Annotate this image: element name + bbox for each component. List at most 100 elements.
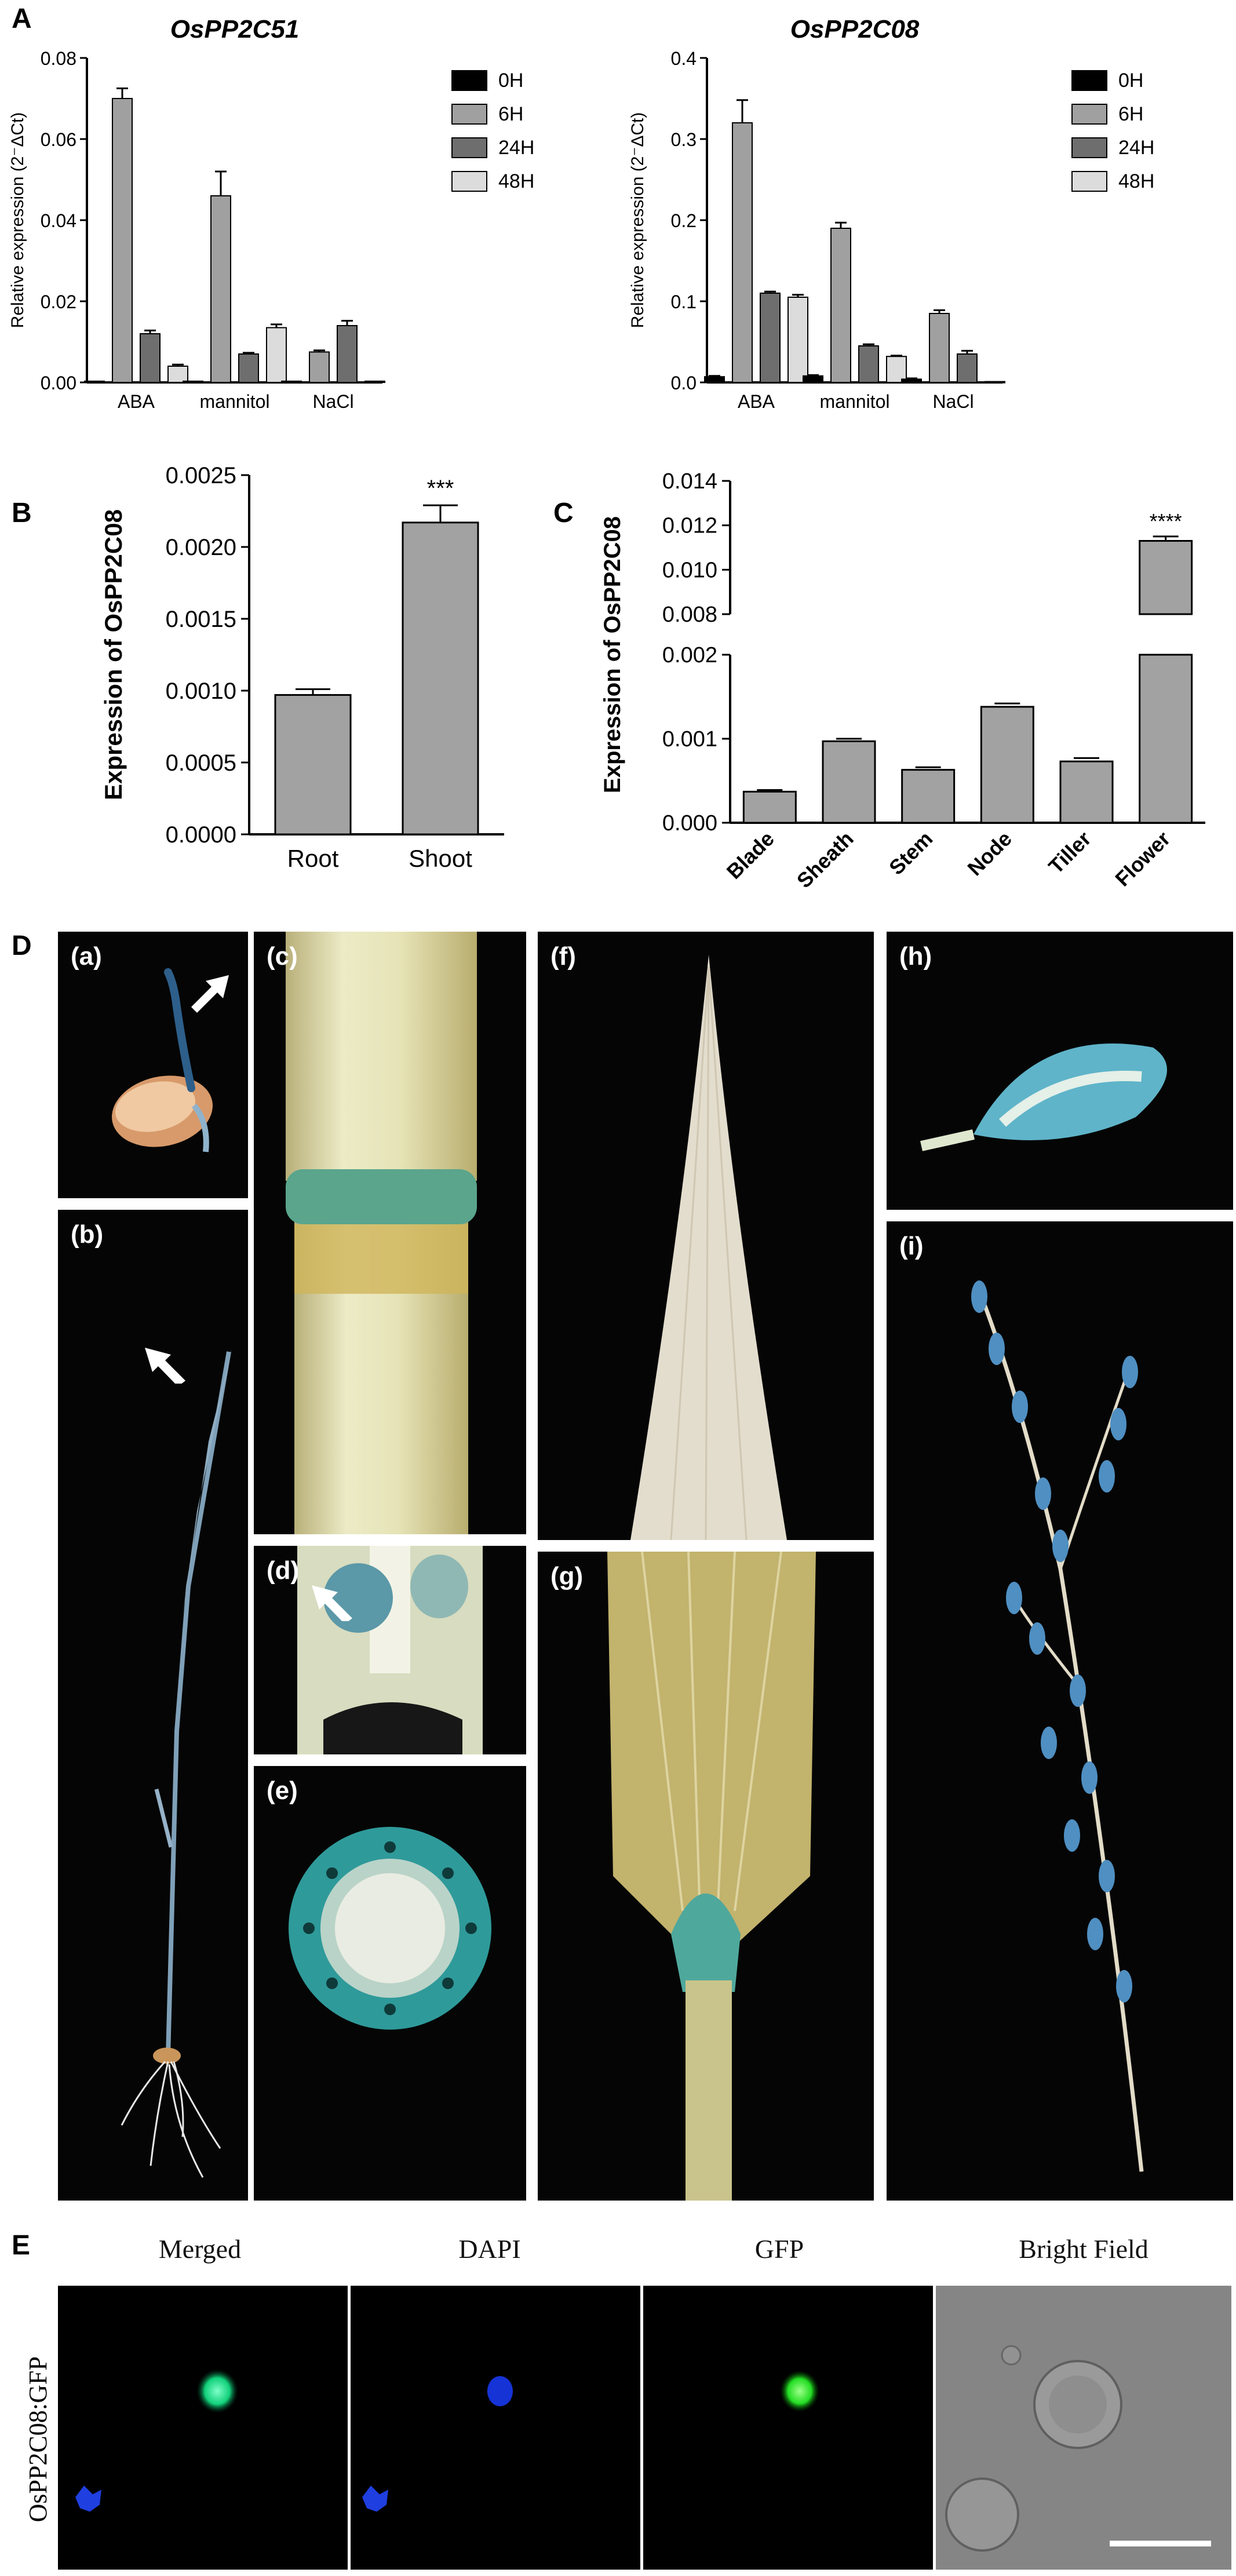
y-tick-label: 0.06 — [41, 129, 76, 150]
photo-label-g: (g) — [550, 1562, 584, 1590]
photo-label-i: (i) — [899, 1232, 924, 1260]
panel-label-d: D — [12, 931, 32, 961]
photo-label-b: (b) — [71, 1220, 104, 1249]
bar — [183, 380, 203, 384]
bar — [274, 694, 352, 835]
y-axis-label: Relative expression (2⁻ΔCt) — [628, 112, 647, 329]
bar — [167, 366, 188, 383]
x-tick-label: Stem — [884, 827, 937, 880]
legend-swatch — [451, 171, 487, 192]
column-title-merged: Merged — [158, 2234, 242, 2264]
bar — [84, 380, 105, 384]
y-axis-label: Expression of OsPP2C08 — [600, 516, 625, 793]
y-tick-label: 0.1 — [671, 291, 697, 312]
x-tick-label: Sheath — [792, 827, 858, 893]
row-label-ospp2c08-gfp: OsPP2C08:GFP — [24, 2356, 52, 2523]
photo-seedling: (b) — [58, 1210, 248, 2201]
chart-ospp2c08-expression: OsPP2C08 0.0 0.1 0.2 0.3 0.4 Relative expressi… — [628, 15, 1154, 412]
legend-label: 24H — [498, 137, 534, 159]
y-tick-label: 0.0 — [671, 373, 697, 393]
legend-swatch — [1071, 70, 1107, 91]
photo-leaf-blade: (f) — [538, 932, 874, 1540]
y-axis-label: Relative expression (2⁻ΔCt) — [8, 112, 27, 329]
x-tick-label: mannitol — [820, 391, 890, 412]
y-tick-label: 0.012 — [662, 514, 717, 538]
y-tick-label: 0.010 — [662, 558, 717, 582]
significance-label: *** — [427, 476, 454, 501]
panel-label-c: C — [553, 498, 574, 528]
significance-label: **** — [1150, 509, 1182, 533]
legend-label: 6H — [498, 103, 523, 125]
bar — [704, 376, 725, 384]
x-tick-label: mannitol — [200, 391, 270, 412]
y-tick-label: 0.0025 — [166, 463, 236, 488]
column-title-bright-field: Bright Field — [1019, 2234, 1149, 2264]
bar — [140, 333, 161, 383]
x-tick-label: Node — [962, 827, 1016, 881]
bar — [112, 98, 133, 383]
legend-label: 0H — [1118, 70, 1143, 92]
arrow-icon — [312, 1585, 352, 1621]
bar — [901, 378, 922, 384]
bar — [985, 381, 1005, 384]
chart-root-shoot-expression: 0.0000 0.0005 0.0010 0.0015 0.0020 0.0025 Expr… — [100, 463, 504, 872]
y-tick-label: 0.0020 — [166, 535, 236, 560]
x-tick-label: Root — [287, 845, 339, 872]
y-tick-label: 0.00 — [41, 373, 76, 393]
y-axis-label: Expression of OsPP2C08 — [100, 509, 127, 800]
y-tick-label: 0.0005 — [166, 750, 236, 776]
bar — [309, 351, 330, 383]
photo-leaf-sheath-junction: (g) — [538, 1552, 874, 2201]
bar — [822, 740, 876, 824]
panel-label-b: B — [12, 498, 32, 528]
y-tick-label: 0.008 — [662, 603, 717, 627]
bar — [803, 375, 823, 383]
bar — [901, 769, 956, 824]
photo-stem-node: (c) — [254, 932, 526, 1534]
legend-swatch — [451, 137, 487, 158]
chart-title: OsPP2C08 — [790, 15, 920, 43]
bar — [364, 380, 385, 384]
photo-label-e: (e) — [267, 1776, 298, 1805]
arrow-icon — [145, 1348, 185, 1384]
y-tick-label: 0.000 — [662, 811, 717, 835]
bar — [1059, 760, 1114, 824]
chart-tissue-expression: 0.008 0.010 0.012 0.014 0.000 0.001 0.002 Expre… — [600, 469, 1205, 893]
photo-label-a: (a) — [71, 942, 102, 970]
legend-swatch — [1071, 137, 1107, 158]
y-tick-label: 0.08 — [41, 48, 76, 69]
bar — [210, 195, 231, 383]
legend-label: 24H — [1118, 137, 1154, 159]
panel-label-a: A — [12, 3, 32, 34]
y-tick-label: 0.0000 — [166, 822, 236, 848]
column-title-gfp: GFP — [754, 2234, 804, 2264]
chart-ospp2c51-expression: OsPP2C51 0.00 0.02 0.04 0.06 0.08 Relative exp… — [8, 15, 534, 412]
bar — [337, 325, 358, 383]
image-merged — [58, 2286, 348, 2570]
panel-label-e: E — [12, 2230, 31, 2261]
image-gfp — [643, 2286, 933, 2570]
legend-label: 6H — [1118, 103, 1143, 125]
bar — [402, 521, 479, 835]
y-tick-label: 0.04 — [41, 210, 76, 231]
y-tick-label: 0.0010 — [166, 678, 236, 704]
photo-label-f: (f) — [550, 942, 576, 970]
y-tick-label: 0.02 — [41, 291, 76, 312]
bar — [238, 353, 259, 383]
bar — [830, 228, 851, 383]
bar — [281, 380, 302, 384]
photo-stem-cross-section: (e) — [254, 1766, 526, 2201]
bar — [858, 345, 879, 383]
legend-label: 48H — [1118, 170, 1154, 192]
bar — [732, 122, 753, 383]
legend-swatch — [451, 70, 487, 91]
bar — [929, 313, 950, 383]
bar — [266, 327, 287, 383]
y-tick-label: 0.4 — [671, 48, 697, 69]
photo-label-h: (h) — [899, 942, 932, 970]
bar — [886, 356, 907, 384]
bar — [742, 790, 797, 824]
y-tick-label: 0.3 — [671, 129, 697, 150]
x-tick-label: NaCl — [312, 391, 353, 412]
photo-panicle: (i) — [887, 1221, 1233, 2201]
